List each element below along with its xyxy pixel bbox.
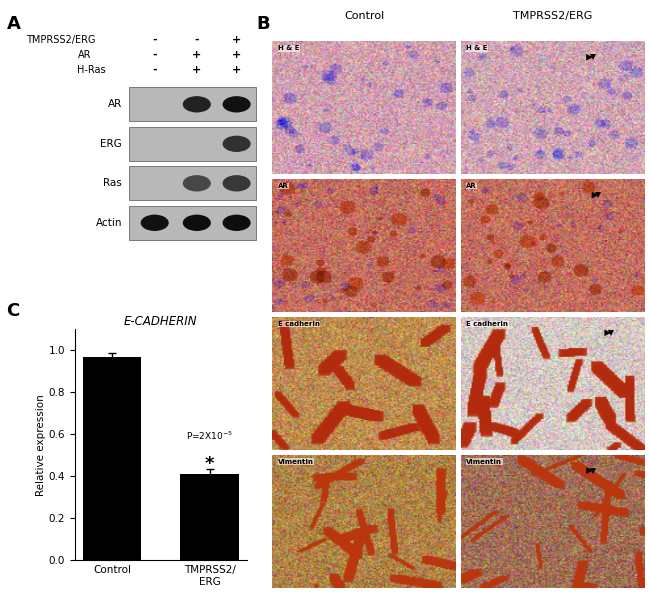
Text: AR: AR (108, 99, 122, 109)
Text: -: - (194, 35, 199, 44)
Bar (83, 356, 141, 560)
Ellipse shape (222, 214, 251, 231)
Ellipse shape (183, 214, 211, 231)
Text: +: + (232, 50, 241, 59)
FancyBboxPatch shape (129, 167, 257, 200)
Bar (181, 474, 239, 560)
Text: E cadherin: E cadherin (278, 321, 320, 327)
Text: -: - (152, 50, 157, 59)
Ellipse shape (183, 96, 211, 113)
Text: *: * (205, 455, 214, 473)
Text: AR: AR (278, 183, 289, 189)
Text: -: - (152, 65, 157, 75)
Ellipse shape (222, 96, 251, 113)
Text: ERG: ERG (100, 139, 122, 149)
FancyBboxPatch shape (129, 127, 257, 161)
Text: +: + (192, 65, 202, 75)
Text: Actin: Actin (96, 218, 122, 228)
Text: H-Ras: H-Ras (77, 65, 106, 75)
Text: TMPRSS2/ERG: TMPRSS2/ERG (26, 35, 96, 44)
Text: H & E: H & E (278, 46, 300, 52)
Text: E cadherin: E cadherin (466, 321, 508, 327)
Y-axis label: Relative expression: Relative expression (36, 394, 46, 495)
Ellipse shape (140, 214, 169, 231)
Text: Ras: Ras (103, 179, 122, 188)
Text: +: + (232, 65, 241, 75)
Ellipse shape (222, 175, 251, 192)
Text: +: + (232, 35, 241, 44)
Text: +: + (192, 50, 202, 59)
Text: AR: AR (77, 50, 91, 59)
Text: B: B (257, 15, 270, 33)
Text: Vimentin: Vimentin (466, 459, 502, 465)
Text: TMPRSS2/ERG: TMPRSS2/ERG (513, 11, 592, 21)
Text: Vimentin: Vimentin (278, 459, 314, 465)
Ellipse shape (222, 135, 251, 152)
Text: A: A (6, 15, 20, 33)
Title: E-CADHERIN: E-CADHERIN (124, 315, 198, 328)
FancyBboxPatch shape (129, 87, 257, 121)
Text: P=2X10$^{-5}$: P=2X10$^{-5}$ (187, 429, 233, 441)
Text: -: - (152, 35, 157, 44)
Text: H & E: H & E (466, 46, 488, 52)
Text: C: C (6, 302, 20, 320)
FancyBboxPatch shape (129, 206, 257, 240)
Text: Control: Control (344, 11, 384, 21)
Text: AR: AR (466, 183, 477, 189)
Ellipse shape (183, 175, 211, 192)
